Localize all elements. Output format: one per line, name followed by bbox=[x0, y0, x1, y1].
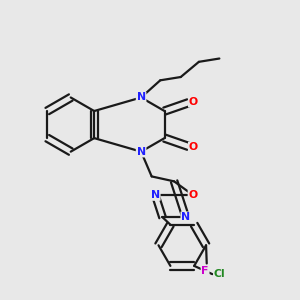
Text: F: F bbox=[201, 266, 209, 276]
Text: N: N bbox=[181, 212, 190, 222]
Text: N: N bbox=[136, 92, 146, 103]
Text: O: O bbox=[188, 190, 197, 200]
Text: Cl: Cl bbox=[214, 269, 225, 279]
Text: O: O bbox=[189, 97, 198, 107]
Text: N: N bbox=[136, 147, 146, 157]
Text: O: O bbox=[189, 142, 198, 152]
Text: N: N bbox=[151, 190, 160, 200]
